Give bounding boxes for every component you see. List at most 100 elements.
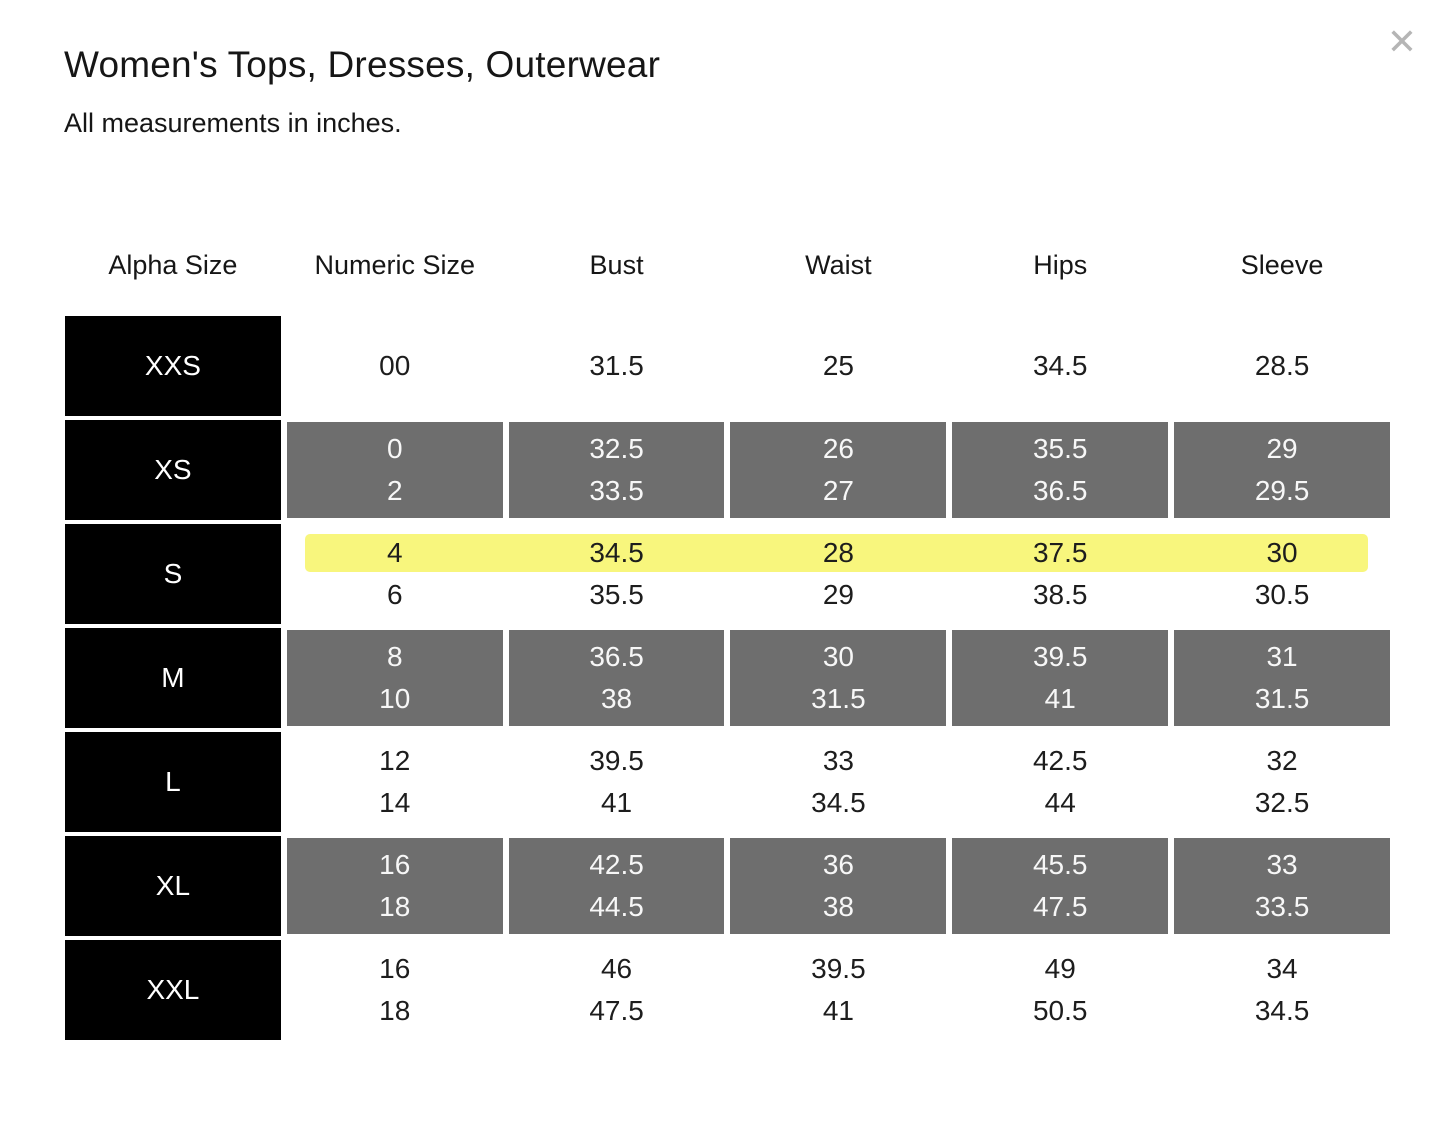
measurement-value: 29.5 [1254, 475, 1310, 506]
close-button[interactable]: ✕ [1380, 20, 1424, 64]
table-row-xxl: XXL 16 18 46 47.5 39.5 41 49 50.5 34 34.5 [65, 940, 1390, 1040]
page-title: Women's Tops, Dresses, Outerwear [64, 44, 661, 85]
measurement-value: 39.5 [811, 953, 866, 984]
measurement-value: 2 [386, 475, 403, 506]
measurement-value: 33.5 [589, 475, 644, 506]
measurement-value: 6 [386, 579, 403, 610]
measurement-value: 12 [379, 745, 411, 776]
measurement-value: 45.5 [1032, 849, 1088, 880]
table-row-s: S 4 6 34.5 35.5 28 29 37.5 38.5 30 30.5 [65, 524, 1390, 624]
measurement-value: 28.5 [1254, 350, 1310, 381]
measurement-value: 42.5 [1032, 745, 1088, 776]
bust-cell: 46 47.5 [509, 942, 725, 1038]
sleeve-cell: 34 34.5 [1174, 942, 1390, 1038]
alpha-size-cell: XL [65, 836, 281, 936]
alpha-size-cell: L [65, 732, 281, 832]
measurement-value: 36.5 [1032, 475, 1088, 506]
measurement-value: 32.5 [1254, 787, 1310, 818]
numeric-cell: 00 [287, 318, 503, 414]
measurement-value: 46 [600, 953, 633, 984]
measurement-value: 34.5 [811, 787, 866, 818]
sleeve-cell: 29 29.5 [1174, 422, 1390, 518]
bust-cell: 31.5 [509, 318, 725, 414]
hips-cell: 39.5 41 [952, 630, 1169, 726]
close-icon: ✕ [1386, 21, 1418, 62]
measurement-value: 49 [1044, 953, 1076, 984]
measurement-value: 38.5 [1032, 579, 1088, 610]
measurement-value: 25 [822, 350, 854, 381]
bust-cell: 34.5 35.5 [509, 526, 725, 622]
measurement-value: 34.5 [589, 537, 644, 568]
sleeve-cell: 31 31.5 [1174, 630, 1390, 726]
measurement-value: 39.5 [1032, 641, 1088, 672]
waist-cell: 39.5 41 [730, 942, 946, 1038]
waist-cell: 36 38 [730, 838, 947, 934]
measurement-units-note: All measurements in inches. [64, 108, 402, 138]
measurement-value: 16 [379, 953, 411, 984]
hips-cell: 49 50.5 [952, 942, 1168, 1038]
measurement-value: 44 [1044, 787, 1076, 818]
waist-cell: 25 [730, 318, 946, 414]
measurement-value: 47.5 [1032, 891, 1088, 922]
row-highlight-s-size [305, 534, 1368, 572]
numeric-cell: 16 18 [286, 838, 503, 934]
measurement-value: 35.5 [1032, 433, 1088, 464]
measurement-value: 32.5 [589, 433, 644, 464]
hips-cell: 42.5 44 [952, 734, 1168, 830]
sleeve-cell: 33 33.5 [1174, 838, 1390, 934]
measurement-value: 34 [1266, 953, 1298, 984]
waist-cell: 28 29 [730, 526, 946, 622]
measurement-value: 31 [1266, 641, 1298, 672]
column-header-numeric-size: Numeric Size [314, 249, 476, 280]
column-header-alpha-size: Alpha Size [108, 249, 238, 280]
measurement-value: 33 [1266, 849, 1298, 880]
hips-cell: 34.5 [952, 318, 1168, 414]
measurement-value: 30 [822, 641, 854, 672]
measurement-value: 30.5 [1254, 579, 1310, 610]
measurement-value: 41 [1044, 683, 1076, 714]
measurement-value: 31.5 [589, 350, 644, 381]
waist-cell: 33 34.5 [730, 734, 946, 830]
measurement-value: 29 [822, 579, 854, 610]
measurement-value: 0 [386, 433, 403, 464]
alpha-size-cell: XXS [65, 316, 281, 416]
alpha-size-cell: M [65, 628, 281, 728]
measurement-value: 33 [822, 745, 854, 776]
measurement-value: 31.5 [811, 683, 866, 714]
measurement-value: 50.5 [1032, 995, 1088, 1026]
measurement-value: 28 [822, 537, 854, 568]
measurement-value: 10 [379, 683, 411, 714]
numeric-cell: 12 14 [287, 734, 503, 830]
hips-cell: 45.5 47.5 [952, 838, 1169, 934]
measurement-value: 8 [386, 641, 403, 672]
alpha-size-cell: XS [65, 420, 281, 520]
measurement-value: 34.5 [1254, 995, 1310, 1026]
measurement-value: 39.5 [589, 745, 644, 776]
table-row-m: M 8 10 36.5 38 30 31.5 39.5 41 31 31.5 [65, 628, 1390, 728]
column-header-bust: Bust [589, 249, 644, 280]
bust-cell: 39.5 41 [509, 734, 725, 830]
measurement-value: 31.5 [1254, 683, 1310, 714]
waist-cell: 30 31.5 [730, 630, 947, 726]
measurement-value: 26 [822, 433, 854, 464]
measurement-value: 18 [379, 891, 411, 922]
measurement-value: 30 [1266, 537, 1298, 568]
table-row-xxs: XXS 00 31.5 25 34.5 28.5 [65, 316, 1390, 416]
bust-cell: 42.5 44.5 [508, 838, 725, 934]
measurement-value: 18 [379, 995, 411, 1026]
sleeve-cell: 30 30.5 [1174, 526, 1390, 622]
measurement-value: 00 [379, 350, 411, 381]
measurement-value: 47.5 [589, 995, 644, 1026]
measurement-value: 41 [600, 787, 633, 818]
hips-cell: 37.5 38.5 [952, 526, 1168, 622]
measurement-value: 38 [600, 683, 633, 714]
column-header-hips: Hips [1033, 249, 1088, 280]
measurement-value: 29 [1266, 433, 1298, 464]
measurement-value: 34.5 [1032, 350, 1088, 381]
measurement-value: 37.5 [1032, 537, 1088, 568]
column-header-waist: Waist [805, 249, 872, 280]
bust-cell: 32.5 33.5 [508, 422, 725, 518]
size-table-body: XXS 00 31.5 25 34.5 28.5 XS 0 2 32.5 33.5 26 27 35.5 3… [65, 316, 1390, 1040]
